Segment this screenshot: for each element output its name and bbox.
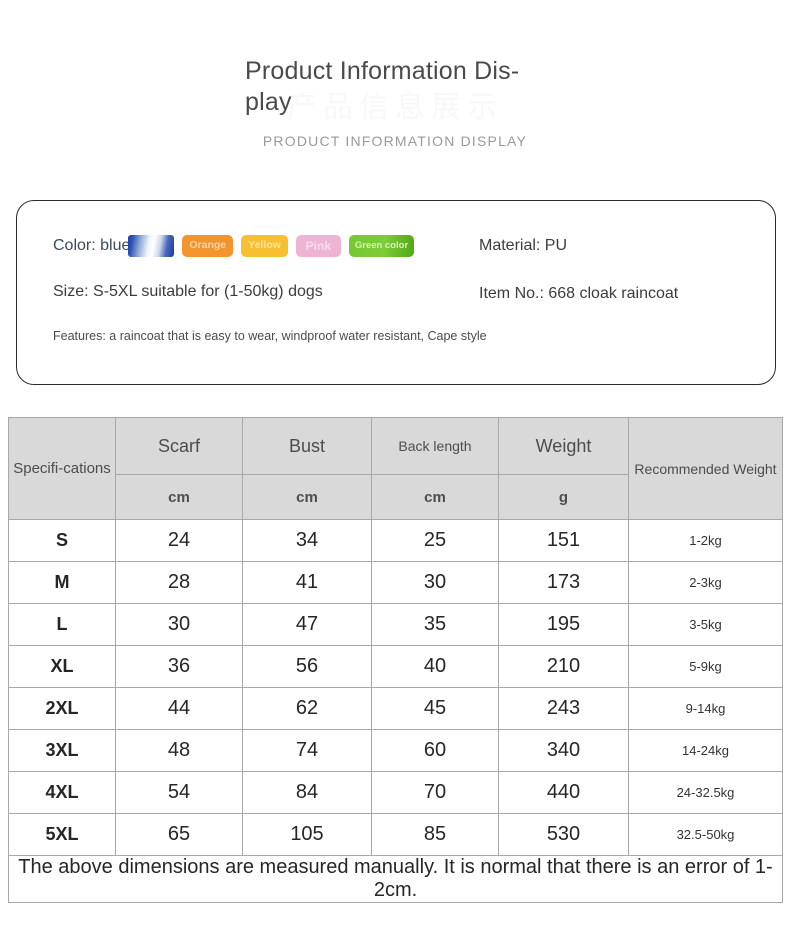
table-row: 4XL 54 84 70 440 24-32.5kg	[8, 771, 783, 814]
specifications-table: Specifi-cations Scarf Bust Back length W…	[8, 417, 783, 903]
product-info-box: Color: blue Orange Yellow Pink Green col…	[16, 200, 776, 385]
item-no-row: Item No.: 668 cloak raincoat	[479, 285, 678, 303]
cell-size: 2XL	[8, 687, 116, 730]
unit-scarf: cm	[115, 474, 243, 520]
cell-size: S	[8, 519, 116, 562]
cell-bust: 56	[242, 645, 372, 688]
item-no-label: Item No.: 668 cloak raincoat	[479, 285, 679, 302]
unit-bust: cm	[242, 474, 372, 520]
cell-scarf: 30	[115, 603, 243, 646]
cell-size: 3XL	[8, 729, 116, 772]
unit-weight: g	[498, 474, 629, 520]
cell-scarf: 28	[115, 561, 243, 604]
cell-size: 5XL	[8, 813, 116, 856]
cell-bust: 41	[242, 561, 372, 604]
table-header-row-units: cm cm cm g	[9, 474, 783, 520]
cell-recommended: 24-32.5kg	[628, 771, 783, 814]
color-row: Color: blue Orange Yellow Pink Green col…	[53, 235, 422, 257]
cell-weight: 340	[498, 729, 629, 772]
cell-recommended: 9-14kg	[628, 687, 783, 730]
table-row: 3XL 48 74 60 340 14-24kg	[8, 729, 783, 772]
header-specifications: Specifi-cations	[8, 417, 116, 520]
header-scarf: Scarf	[115, 417, 243, 475]
material-label: Material: PU	[479, 237, 568, 254]
cell-weight: 210	[498, 645, 629, 688]
cell-recommended: 32.5-50kg	[628, 813, 783, 856]
cell-weight: 173	[498, 561, 629, 604]
cell-size: M	[8, 561, 116, 604]
cell-back-length: 25	[371, 519, 499, 562]
cell-back-length: 30	[371, 561, 499, 604]
table-row: 2XL 44 62 45 243 9-14kg	[8, 687, 783, 730]
header-weight: Weight	[498, 417, 629, 475]
table-note-row: The above dimensions are measured manual…	[8, 855, 783, 903]
features-row: Features: a raincoat that is easy to wea…	[53, 329, 487, 343]
table-note: The above dimensions are measured manual…	[8, 855, 783, 903]
cell-bust: 105	[242, 813, 372, 856]
blue-swatch[interactable]	[128, 235, 175, 257]
cell-back-length: 85	[371, 813, 499, 856]
table-row: L 30 47 35 195 3-5kg	[8, 603, 783, 646]
header-bust: Bust	[242, 417, 372, 475]
cell-size: 4XL	[8, 771, 116, 814]
color-label: Color: blue	[53, 237, 131, 254]
cell-weight: 440	[498, 771, 629, 814]
orange-swatch[interactable]: Orange	[182, 235, 234, 257]
cell-bust: 74	[242, 729, 372, 772]
cell-bust: 84	[242, 771, 372, 814]
material-row: Material: PU	[479, 237, 567, 255]
table-header-row-groups: Specifi-cations Scarf Bust Back length W…	[8, 417, 783, 520]
cell-weight: 243	[498, 687, 629, 730]
cell-recommended: 1-2kg	[628, 519, 783, 562]
green-swatch[interactable]: Green color	[348, 235, 415, 257]
yellow-swatch[interactable]: Yellow	[241, 235, 288, 257]
cell-scarf: 65	[115, 813, 243, 856]
page-header: 产品信息展示 Product Information Dis-play PROD…	[0, 0, 790, 149]
features-label: Features: a raincoat that is easy to wea…	[53, 329, 487, 343]
cell-bust: 62	[242, 687, 372, 730]
pink-swatch[interactable]: Pink	[295, 235, 341, 257]
cell-size: L	[8, 603, 116, 646]
cell-recommended: 5-9kg	[628, 645, 783, 688]
cell-back-length: 35	[371, 603, 499, 646]
cell-back-length: 60	[371, 729, 499, 772]
cell-weight: 151	[498, 519, 629, 562]
cell-recommended: 3-5kg	[628, 603, 783, 646]
cell-back-length: 45	[371, 687, 499, 730]
table-body: S 24 34 25 151 1-2kg M 28 41 30 173 2-3k…	[8, 519, 783, 903]
cell-bust: 47	[242, 603, 372, 646]
table-row: S 24 34 25 151 1-2kg	[8, 519, 783, 562]
page-subtitle: PRODUCT INFORMATION DISPLAY	[262, 133, 528, 149]
table-row: 5XL 65 105 85 530 32.5-50kg	[8, 813, 783, 856]
cell-back-length: 70	[371, 771, 499, 814]
header-recommended-weight: Recommended Weight	[628, 417, 783, 520]
cell-scarf: 24	[115, 519, 243, 562]
cell-back-length: 40	[371, 645, 499, 688]
size-label: Size: S-5XL suitable for (1-50kg) dogs	[53, 283, 323, 300]
table-header: Specifi-cations Scarf Bust Back length W…	[8, 417, 783, 520]
table-row: M 28 41 30 173 2-3kg	[8, 561, 783, 604]
cell-weight: 530	[498, 813, 629, 856]
cell-recommended: 2-3kg	[628, 561, 783, 604]
color-swatch-list: Orange Yellow Pink Green color	[128, 235, 422, 257]
page-title: Product Information Dis-play	[245, 57, 520, 116]
cell-scarf: 54	[115, 771, 243, 814]
table-row: XL 36 56 40 210 5-9kg	[8, 645, 783, 688]
cell-weight: 195	[498, 603, 629, 646]
header-back-length: Back length	[371, 417, 499, 475]
size-row: Size: S-5XL suitable for (1-50kg) dogs	[53, 283, 323, 301]
cell-scarf: 36	[115, 645, 243, 688]
unit-back-length: cm	[371, 474, 499, 520]
cell-scarf: 44	[115, 687, 243, 730]
cell-recommended: 14-24kg	[628, 729, 783, 772]
cell-scarf: 48	[115, 729, 243, 772]
cell-bust: 34	[242, 519, 372, 562]
cell-size: XL	[8, 645, 116, 688]
